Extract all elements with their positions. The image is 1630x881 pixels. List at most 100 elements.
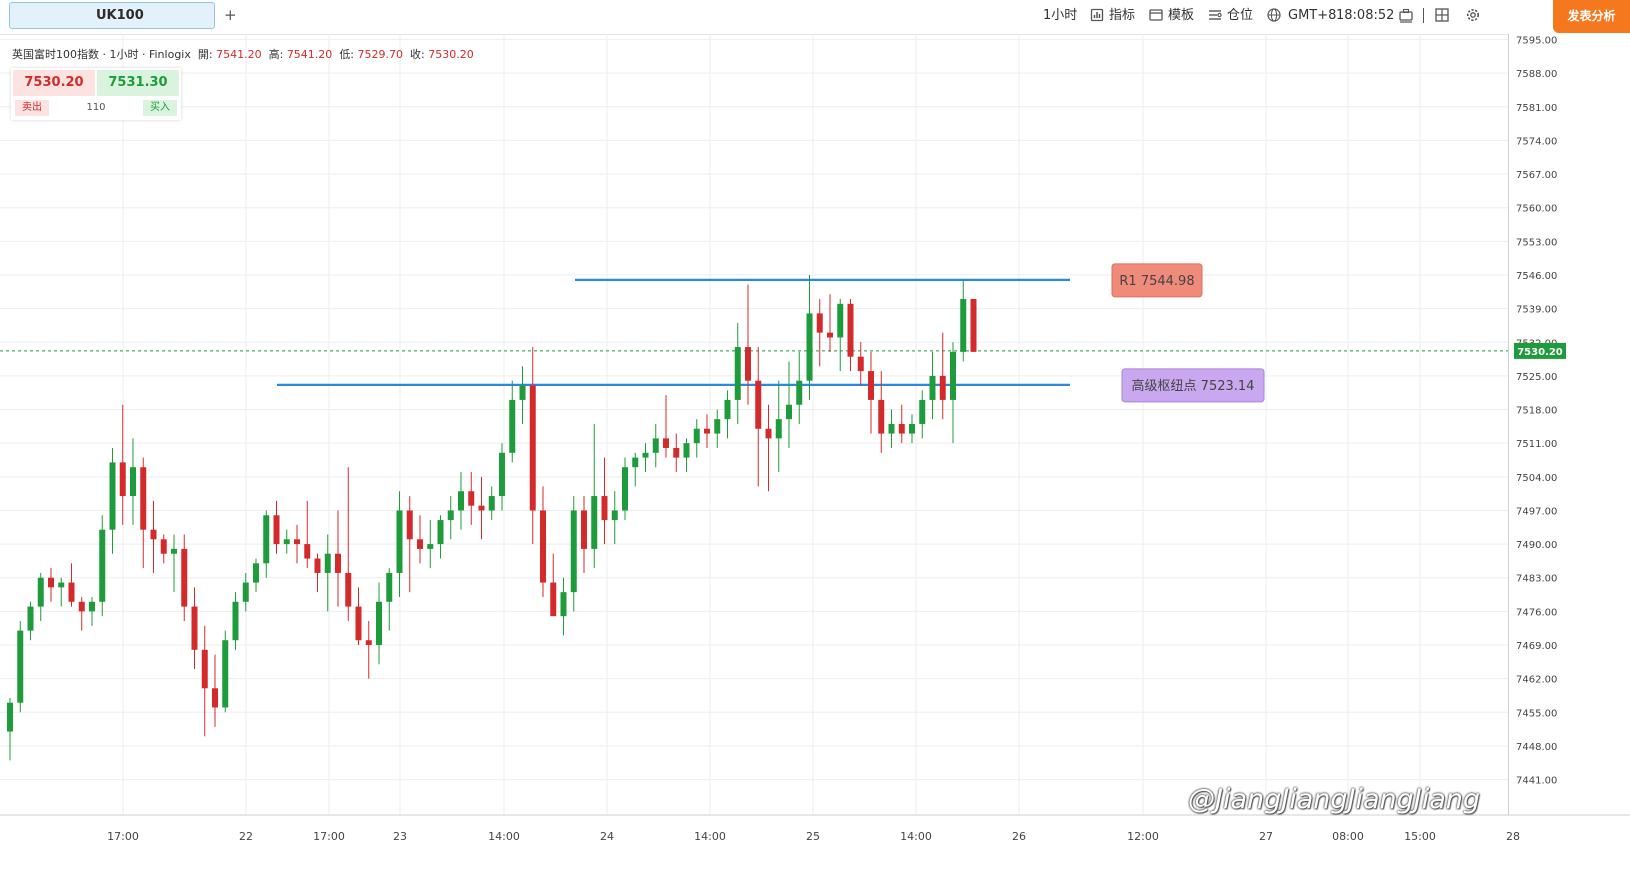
candle-body (7, 702, 13, 732)
candle-body (212, 688, 218, 708)
quote-panel: 7530.20 7531.30 卖出 110 买入 (11, 68, 181, 120)
candle-down (119, 404, 126, 525)
y-tick-label: 7462.00 (1516, 675, 1557, 686)
candle-down (878, 371, 885, 453)
candle-body (591, 496, 598, 549)
position-icon[interactable] (1207, 7, 1223, 23)
candle-up (509, 380, 516, 463)
buy-label[interactable]: 买入 (143, 100, 177, 116)
candle-body (796, 380, 803, 405)
candle-body (242, 582, 249, 602)
candle-body (386, 572, 393, 602)
candle-body (406, 510, 413, 540)
candle-body (427, 544, 434, 549)
top-toolbar: UK100 + 1小时 指标 模板 仓位 GMT+8 18:08:52 (0, 0, 1630, 35)
candle-body (704, 428, 710, 434)
price-chart[interactable]: 7595.00 7588.00 7581.00 7574.00 7567.00 7560.… (0, 34, 1630, 881)
candle-body (376, 601, 382, 646)
indicators-button[interactable]: 指标 (1109, 8, 1136, 23)
screenshot-icon[interactable] (1398, 7, 1414, 23)
candle-down (406, 496, 413, 593)
y-tick-label: 7595.00 (1516, 36, 1557, 47)
candle-body (960, 299, 967, 352)
candle-up (7, 697, 13, 761)
candle-body (950, 351, 956, 400)
candle-body (693, 428, 700, 444)
candle-down (529, 347, 536, 545)
candle-up (622, 457, 628, 521)
candle-up (683, 438, 690, 473)
indicator-icon[interactable] (1089, 7, 1105, 23)
gear-icon[interactable] (1465, 7, 1481, 23)
candle-body (150, 529, 157, 540)
candle-series (7, 274, 977, 761)
y-tick-label: 7476.00 (1516, 607, 1557, 618)
candle-up (171, 534, 177, 593)
y-tick-label: 7448.00 (1516, 742, 1557, 753)
candle-body (652, 438, 659, 453)
candle-body (519, 385, 526, 400)
y-tick-label: 7525.00 (1516, 372, 1557, 383)
candle-body (499, 452, 505, 497)
y-tick-label: 7546.00 (1516, 271, 1557, 282)
candle-down (939, 332, 946, 420)
candle-up (570, 496, 577, 612)
x-tick-label: 22 (239, 830, 253, 843)
candle-body (232, 601, 239, 641)
candle-up (786, 361, 792, 448)
candle-down (68, 563, 75, 607)
candle-body (355, 606, 362, 641)
legend-symbol: 英国富时100指数 · 1小时 · Finlogix (12, 48, 191, 61)
publish-analysis-button[interactable]: 发表分析 (1553, 0, 1630, 33)
candle-body (827, 332, 833, 338)
candle-body (58, 582, 65, 588)
candle-down (816, 299, 823, 367)
sell-price-button[interactable]: 7530.20 (13, 70, 95, 96)
timezone-button[interactable]: GMT+8 (1288, 8, 1337, 23)
candle-down (540, 486, 546, 597)
candle-body (622, 467, 628, 511)
y-tick-label: 7455.00 (1516, 708, 1557, 719)
globe-icon[interactable] (1266, 7, 1282, 23)
sell-label[interactable]: 卖出 (15, 100, 49, 116)
candle-up (950, 342, 956, 444)
candle-up (324, 534, 331, 612)
templates-button[interactable]: 模板 (1168, 8, 1195, 23)
interval-button[interactable]: 1小时 (1043, 8, 1078, 23)
candle-up (693, 419, 700, 458)
y-tick-label: 7490.00 (1516, 540, 1557, 551)
legend-open: 7541.20 (216, 48, 262, 61)
candle-up (734, 323, 741, 424)
candle-up (642, 443, 649, 473)
layout-icon[interactable] (1434, 7, 1450, 23)
candle-body (345, 572, 352, 607)
buy-price-button[interactable]: 7531.30 (97, 70, 179, 96)
template-icon[interactable] (1148, 7, 1164, 23)
candle-body (540, 510, 546, 583)
candle-up (919, 390, 926, 439)
candle-body (786, 404, 792, 420)
candle-body (201, 649, 208, 689)
candle-body (878, 399, 885, 434)
y-tick-label: 7511.00 (1516, 439, 1557, 450)
add-tab-button[interactable]: + (224, 6, 237, 24)
tab-uk100[interactable]: UK100 (9, 2, 215, 29)
candle-body (27, 606, 34, 631)
candle-body (929, 375, 936, 400)
candle-down (160, 534, 167, 564)
y-tick-label: 7518.00 (1516, 406, 1557, 417)
candle-up (58, 577, 65, 607)
candle-body (939, 375, 946, 400)
candle-body (888, 423, 895, 434)
candle-down (294, 524, 300, 564)
candle-down (355, 587, 362, 646)
candle-up (714, 409, 721, 448)
positions-button[interactable]: 仓位 (1227, 8, 1254, 23)
candle-body (857, 356, 864, 372)
candle-down (663, 395, 669, 458)
candle-down (550, 553, 557, 617)
candle-up (806, 274, 813, 400)
candle-up (447, 496, 454, 540)
pivot-level-box (1121, 368, 1265, 403)
candle-body (17, 630, 24, 703)
